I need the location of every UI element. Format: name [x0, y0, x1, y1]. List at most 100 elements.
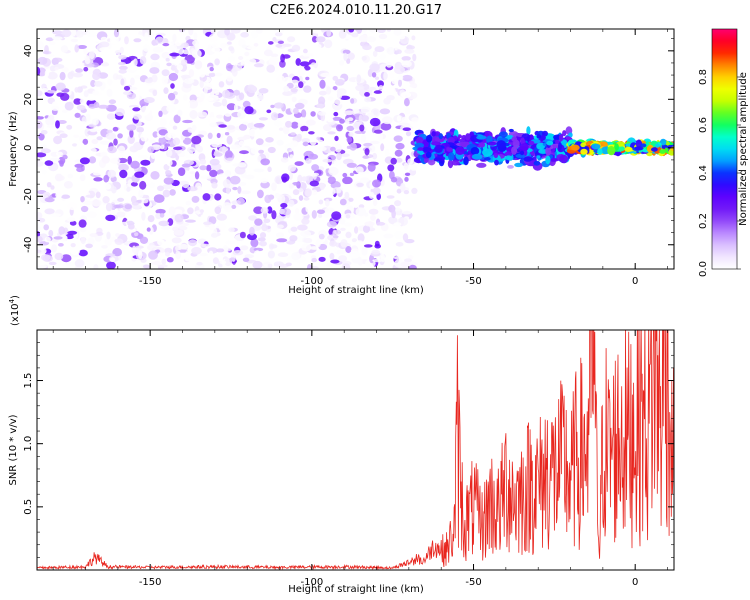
- spectrogram-cell: [185, 219, 196, 223]
- spectrogram-cell: [280, 157, 289, 163]
- spectrogram-cell: [178, 225, 188, 231]
- spectrogram-cell: [107, 78, 113, 86]
- spectrogram-cell: [282, 91, 293, 96]
- spectrogram-cell: [505, 155, 513, 161]
- spectrogram-cell: [394, 65, 405, 75]
- spectrogram-cell: [380, 143, 385, 152]
- spectrogram-cell: [372, 152, 378, 160]
- snr-series-line: [37, 330, 674, 570]
- spectrogram-cell: [388, 72, 395, 79]
- spectrogram-cell: [82, 138, 89, 145]
- spectrogram-cell: [203, 221, 212, 226]
- spectrogram-cell: [93, 51, 105, 57]
- spectrogram-cell: [93, 177, 103, 182]
- spectrogram-cell: [127, 155, 132, 165]
- spectrogram-cell: [75, 68, 83, 73]
- spectrogram-cell: [47, 71, 58, 80]
- spectrogram-cell: [433, 157, 443, 162]
- spectrogram-cell: [248, 128, 257, 137]
- spectrogram-cell: [239, 231, 246, 239]
- spectrogram-cell: [400, 261, 411, 268]
- spectrogram-cell: [284, 143, 295, 153]
- spectrogram-cell: [142, 264, 151, 269]
- spectrogram-cell: [327, 117, 334, 123]
- spectrogram-cell: [311, 164, 319, 172]
- spectrogram-cell: [189, 171, 197, 175]
- spectrogram-cell: [311, 36, 318, 43]
- spectrogram-cell: [67, 230, 78, 235]
- spectrogram-cell: [216, 248, 225, 253]
- spectrogram-cell: [224, 112, 232, 117]
- spectrogram-cell: [634, 146, 644, 151]
- spectrogram-cell: [326, 86, 332, 95]
- spectrogram-cell: [355, 207, 367, 217]
- spectrogram-cell: [287, 36, 296, 43]
- spectrogram-cell: [580, 142, 586, 148]
- spectrogram-cell: [209, 66, 214, 72]
- spectrogram-cell: [281, 176, 288, 183]
- spectrogram-cell: [134, 74, 141, 79]
- spectrogram-cell: [349, 250, 360, 259]
- spectrogram-cell: [363, 244, 373, 248]
- spectrogram-cell: [266, 109, 272, 114]
- spectrogram-cell: [274, 102, 284, 109]
- spectrogram-cell: [404, 98, 410, 107]
- spectrogram-cell: [52, 30, 63, 35]
- spectrogram-cell: [84, 57, 91, 65]
- spectrogram-cell: [410, 122, 418, 128]
- spectrogram-cell: [520, 143, 529, 151]
- spectrogram-cell: [330, 146, 336, 152]
- spectrogram-cell: [139, 236, 149, 244]
- spectrogram-cell: [158, 110, 163, 118]
- snr-panel: -150 -100 -50 0 0.5 1.0 1.5 Height of straight…: [8, 295, 675, 595]
- spectrogram-cell: [69, 220, 77, 226]
- spectrogram-cell: [211, 40, 221, 49]
- spectrogram-cell: [194, 60, 203, 70]
- spectrogram-cell: [391, 209, 396, 219]
- spectrogram-cell: [153, 260, 161, 266]
- spectrogram-cell: [199, 80, 204, 88]
- spectrogram-cell: [280, 203, 288, 208]
- spectrogram-cell: [79, 227, 87, 233]
- spectrogram-cell: [402, 210, 412, 215]
- spectrogram-cell: [193, 32, 198, 40]
- spectrogram-cell: [276, 224, 284, 229]
- spectrogram-cell: [63, 181, 73, 189]
- spectrogram-cell: [252, 119, 260, 125]
- spectrogram-cell: [232, 250, 244, 256]
- snr-y-multiplier-prefix: (x10: [10, 303, 21, 326]
- spectrogram-cell: [329, 252, 335, 260]
- spectrogram-cell: [533, 160, 541, 166]
- spectrogram-cell: [242, 257, 250, 262]
- spectrogram-cell: [333, 111, 339, 117]
- spectrogram-cell: [120, 78, 125, 86]
- spectrogram-cell: [66, 217, 76, 222]
- spectrogram-cell: [49, 157, 61, 162]
- spectrogram-cell: [73, 134, 80, 138]
- spectrogram-cell: [389, 102, 399, 111]
- spectrogram-cell: [376, 192, 382, 201]
- spectrogram-cell: [238, 140, 245, 146]
- spectrogram-cell: [417, 147, 424, 151]
- spectrogram-cell: [253, 247, 264, 252]
- spectrogram-cell: [318, 199, 324, 205]
- spectrogram-cell: [332, 75, 339, 81]
- spectrogram-cell: [230, 144, 241, 150]
- spectrogram-cell: [37, 249, 42, 254]
- spectrogram-cell: [274, 175, 284, 185]
- spectrogram-cell: [395, 242, 404, 247]
- spectrogram-y-tick-label: -20: [23, 188, 34, 204]
- spectrogram-cell: [298, 117, 309, 125]
- spectrogram-cell: [345, 231, 352, 239]
- spectrogram-cell: [53, 236, 63, 240]
- spectrogram-cell: [410, 164, 418, 171]
- spectrogram-cell: [317, 209, 325, 215]
- spectrogram-cell: [278, 127, 284, 131]
- spectrogram-cell: [318, 256, 326, 262]
- spectrogram-cell: [214, 58, 220, 66]
- spectrogram-cell: [238, 211, 249, 216]
- spectrogram-cell: [267, 206, 273, 214]
- spectrogram-cell: [318, 96, 326, 106]
- spectrogram-cell: [113, 29, 120, 38]
- spectrogram-cell: [409, 84, 417, 88]
